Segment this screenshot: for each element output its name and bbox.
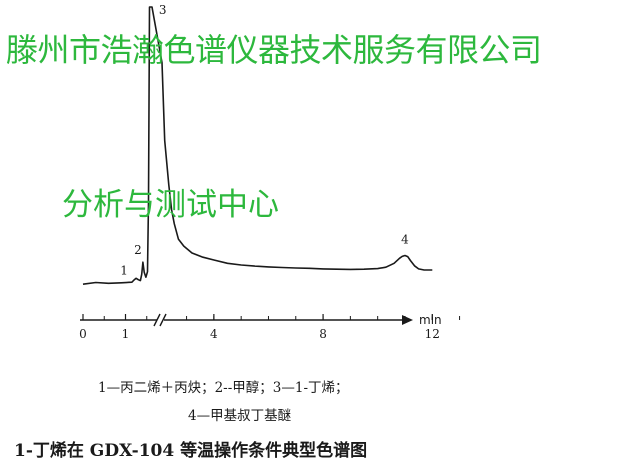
peak-number-label: 4 [401, 233, 409, 247]
figure-title: 1-丁烯在 GDX-104 等温操作条件典型色谱图 [14, 441, 368, 461]
x-tick-label: 4 [210, 327, 218, 341]
x-tick-label: 12 [425, 327, 440, 341]
peak-number-label: 1 [120, 263, 128, 277]
x-tick-label: 0 [79, 327, 87, 341]
watermark-company-name: 滕州市浩瀚色谱仪器技术服务有限公司 [6, 31, 542, 69]
peak-legend-line-2: 4—甲基叔丁基醚 [188, 408, 292, 424]
x-tick-label: 8 [319, 327, 327, 341]
series-line-signal [82, 6, 433, 285]
peak-number-label: 2 [134, 243, 142, 257]
peak-number-label: 3 [159, 3, 167, 17]
watermark-lab-name: 分析与测试中心 [62, 187, 279, 223]
x-axis-unit-label: min [419, 313, 442, 327]
x-tick-label: 1 [122, 327, 130, 341]
peak-labels: 12 3 4 [120, 3, 409, 277]
peak-legend-line-1: 1—丙二烯＋丙炔；2--甲醇；3—1-丁烯； [98, 380, 349, 396]
x-axis-arrow [402, 315, 413, 325]
axis-break-mark [153, 313, 167, 327]
